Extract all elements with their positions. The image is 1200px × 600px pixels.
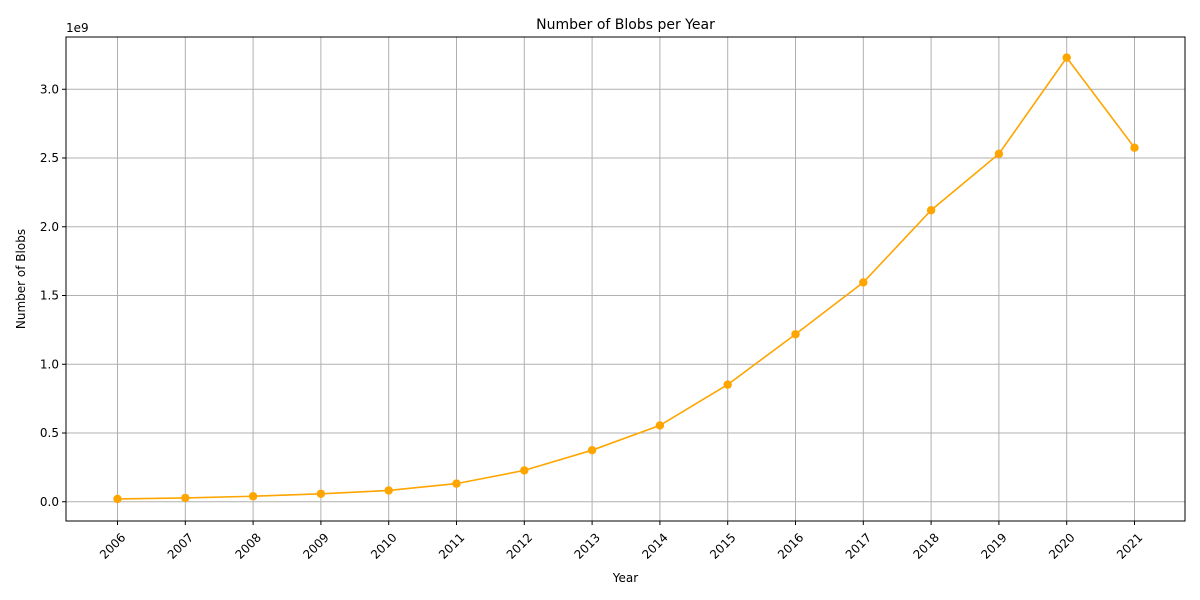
data-point — [791, 330, 800, 339]
y-offset-label: 1e9 — [66, 21, 89, 35]
data-point — [1130, 143, 1139, 152]
data-point — [452, 479, 461, 488]
data-point — [994, 149, 1004, 159]
x-axis-title: Year — [612, 571, 638, 585]
y-tick-label: 2.0 — [40, 220, 59, 234]
x-tick-label: 2007 — [165, 530, 196, 561]
data-point — [316, 489, 326, 498]
y-axis: 0.0 0.5 1.0 1.5 2.0 2.5 3.0 — [40, 82, 66, 509]
x-tick-label: 2013 — [572, 530, 603, 561]
y-tick-label: 0.0 — [40, 495, 59, 509]
data-point — [587, 445, 597, 455]
x-tick-label: 2006 — [97, 530, 128, 561]
x-tick-label: 2016 — [775, 530, 806, 561]
data-point — [520, 466, 529, 475]
series-line — [117, 56, 1136, 500]
x-tick-label: 2017 — [843, 530, 874, 561]
x-tick-label: 2009 — [300, 530, 331, 561]
plot-frame — [65, 36, 1186, 522]
x-tick-label: 2010 — [368, 530, 399, 561]
x-tick-label: 2020 — [1046, 530, 1077, 561]
x-tick-label: 2012 — [504, 530, 535, 561]
x-tick-label: 2018 — [911, 530, 942, 561]
chart-title: Number of Blobs per Year — [536, 17, 715, 33]
y-tick-label: 2.5 — [40, 151, 59, 165]
y-tick-label: 1.0 — [40, 357, 59, 371]
data-point — [113, 494, 122, 504]
x-tick-label: 2021 — [1114, 530, 1145, 561]
x-tick-label: 2008 — [233, 530, 264, 561]
y-tick-label: 3.0 — [40, 82, 59, 96]
y-tick-label: 0.5 — [40, 426, 59, 440]
x-tick-label: 2011 — [436, 530, 467, 561]
y-axis-title: Number of Blobs — [14, 229, 28, 329]
data-point — [859, 278, 868, 287]
data-point — [1062, 53, 1071, 62]
data-point — [181, 493, 190, 503]
grid — [66, 37, 1185, 521]
x-tick-label: 2014 — [639, 530, 670, 561]
x-axis: 2006 2007 2008 2009 2010 2011 2012 2013 2014 2015… — [97, 521, 1145, 562]
x-tick-label: 2019 — [978, 530, 1009, 561]
data-point — [655, 421, 665, 430]
y-tick-label: 1.5 — [40, 289, 59, 303]
series-layer — [113, 53, 1139, 504]
data-point — [384, 486, 393, 495]
data-point — [723, 380, 732, 389]
data-point — [926, 206, 936, 215]
data-point — [248, 492, 258, 501]
x-tick-label: 2015 — [707, 530, 738, 561]
